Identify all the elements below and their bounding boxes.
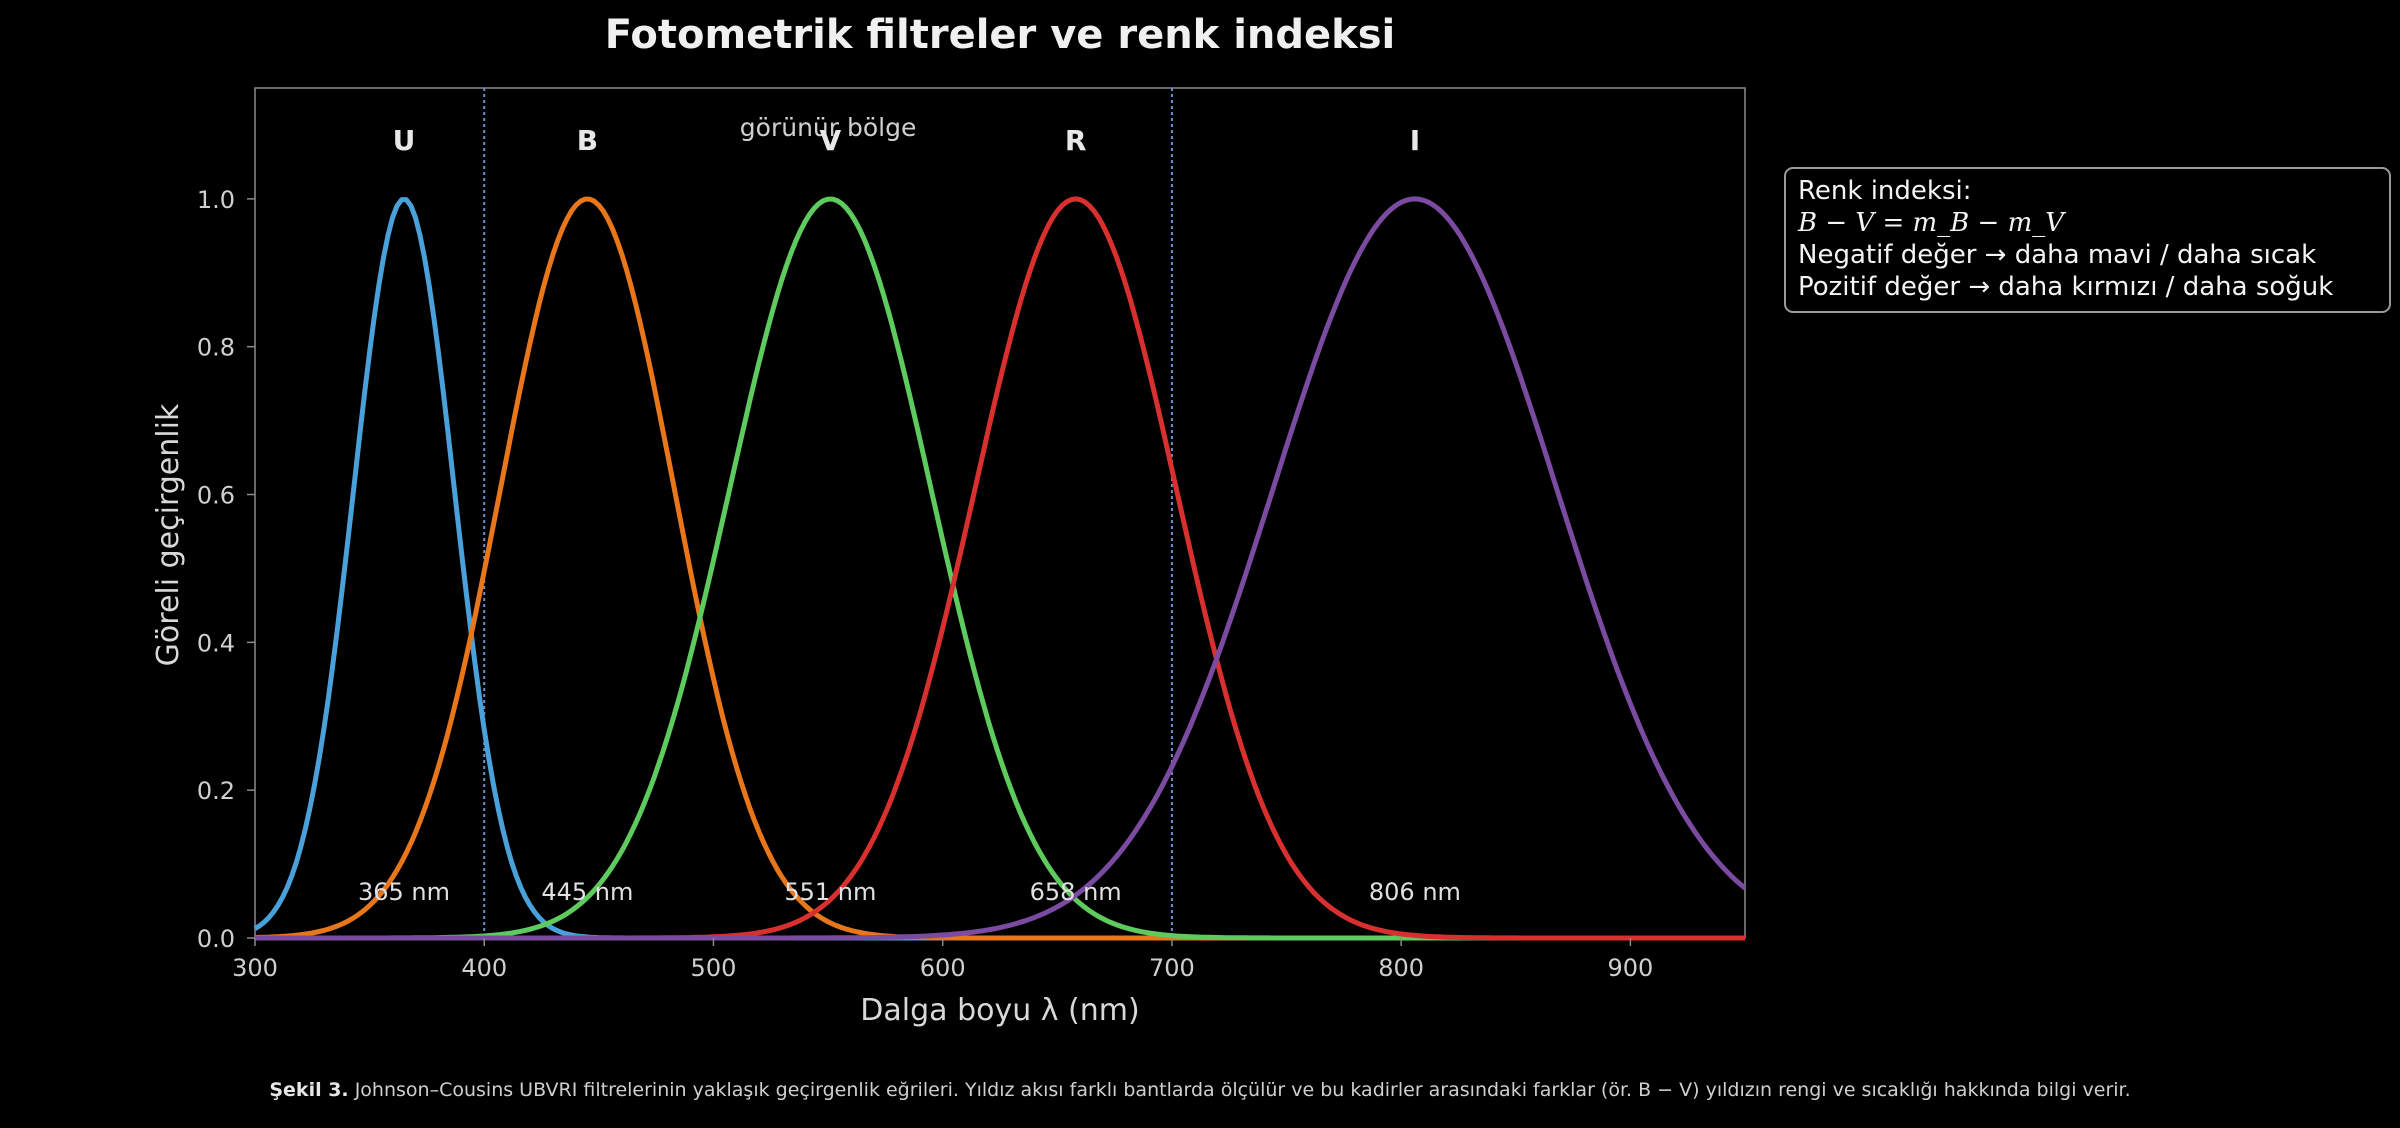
x-tick-label: 800 (1378, 954, 1424, 982)
y-tick-label: 1.0 (197, 186, 235, 214)
center-label-b: 445 nm (541, 878, 633, 906)
center-labels: 365 nm 445 nm 551 nm 658 nm 806 nm (358, 878, 1461, 906)
curve-b (254, 196, 1745, 941)
color-index-info-box: Renk indeksi: B − V = m_B − m_V Negatif … (1784, 167, 2391, 313)
band-label-r: R (1065, 124, 1087, 157)
info-line-negative: Negatif değer → daha mavi / daha sıcak (1798, 240, 2317, 270)
x-tick-label: 400 (461, 954, 507, 982)
x-tick-label: 600 (920, 954, 966, 982)
y-axis-label: Göreli geçirgenlik (151, 403, 186, 666)
y-axis: 0.0 0.2 0.4 0.6 0.8 1.0 (197, 186, 255, 953)
caption-text: Johnson–Cousins UBVRI filtrelerinin yakl… (354, 1079, 2131, 1101)
curve-v (255, 196, 1745, 941)
x-tick-label: 500 (691, 954, 737, 982)
curve-i (255, 196, 1747, 941)
x-axis-label: Dalga boyu λ (nm) (860, 993, 1139, 1028)
curve-u (253, 197, 1745, 941)
visible-region-label: görünür bölge (740, 113, 917, 142)
y-tick-label: 0.4 (197, 629, 235, 657)
y-tick-label: 0.6 (197, 482, 235, 510)
band-label-u: U (393, 124, 416, 157)
filter-curves (253, 196, 1747, 941)
x-tick-label: 700 (1149, 954, 1195, 982)
band-label-i: I (1410, 124, 1420, 157)
center-label-u: 365 nm (358, 878, 450, 906)
figure-caption: Şekil 3. Johnson–Cousins UBVRI filtreler… (0, 1079, 2400, 1101)
caption-prefix: Şekil 3. (269, 1079, 349, 1101)
info-line-formula: B − V = m_B − m_V (1798, 208, 2065, 238)
chart-title: Fotometrik filtreler ve renk indeksi (605, 12, 1396, 58)
x-axis: 300 400 500 600 700 800 900 (232, 938, 1653, 982)
y-tick-label: 0.0 (197, 925, 235, 953)
y-tick-label: 0.2 (197, 777, 235, 805)
center-label-v: 551 nm (784, 878, 876, 906)
info-line-positive: Pozitif değer → daha kırmızı / daha soğu… (1798, 272, 2334, 302)
plot-frame (254, 87, 1746, 939)
center-label-i: 806 nm (1369, 878, 1461, 906)
band-label-v: V (820, 124, 842, 157)
curve-r (255, 196, 1745, 941)
info-line-title: Renk indeksi: (1798, 176, 1972, 206)
x-tick-label: 900 (1607, 954, 1653, 982)
band-label-b: B (577, 124, 598, 157)
x-tick-label: 300 (232, 954, 278, 982)
visible-region: görünür bölge (483, 88, 1173, 938)
center-label-r: 658 nm (1030, 878, 1122, 906)
y-tick-label: 0.8 (197, 334, 235, 362)
